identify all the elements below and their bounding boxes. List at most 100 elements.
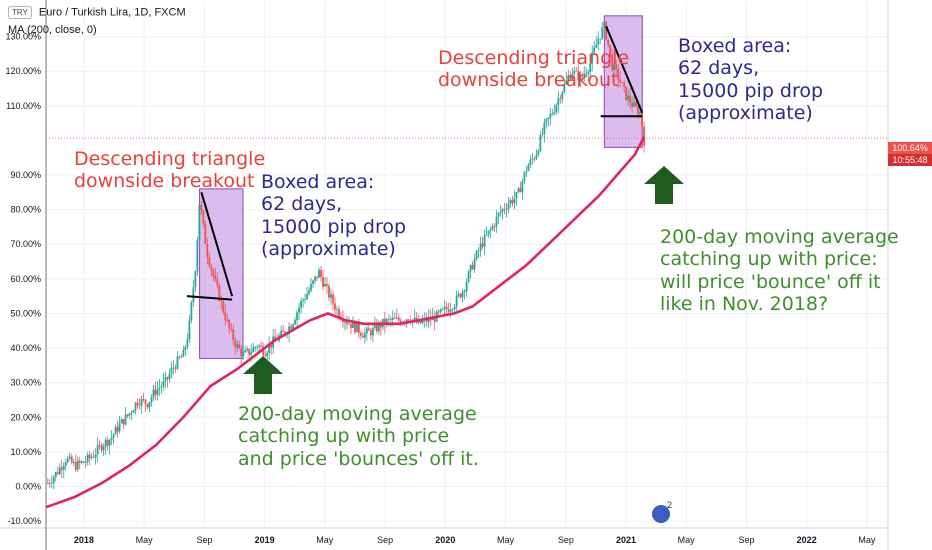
price-candle (515, 192, 518, 199)
price-candle (164, 377, 167, 382)
price-candle (603, 21, 606, 28)
price-candle (260, 345, 263, 347)
price-candle (332, 294, 334, 304)
price-candle (379, 323, 382, 328)
price-candle (631, 102, 634, 107)
price-candle (517, 188, 520, 193)
right-triangle-upper-line (605, 25, 644, 114)
price-candle (162, 381, 165, 387)
price-candle (611, 54, 614, 71)
price-candle (447, 309, 450, 312)
price-candle (443, 306, 446, 309)
price-candle (298, 307, 300, 313)
price-candle (242, 352, 245, 357)
price-candle (383, 318, 386, 325)
price-candle (352, 321, 354, 328)
price-candle (350, 323, 352, 328)
price-candle (643, 126, 645, 146)
price-candle (336, 309, 338, 310)
price-candle (569, 76, 572, 80)
price-candle (445, 306, 448, 310)
price-candle (439, 309, 442, 313)
right-ma-annotation: 200-day moving average catching up with … (660, 226, 899, 316)
price-candle (595, 44, 598, 48)
y-tick-label: 130.00% (5, 32, 41, 42)
price-candle (553, 112, 556, 114)
price-candle (156, 388, 159, 395)
price-candle (262, 346, 265, 356)
price-candle (585, 73, 588, 75)
price-candle (601, 27, 604, 39)
price-candle (491, 225, 494, 230)
price-candle (128, 413, 131, 416)
price-candle (118, 423, 121, 432)
price-candle (92, 456, 95, 458)
price-candle (371, 328, 374, 336)
price-candle (190, 301, 193, 321)
x-tick-label: May (497, 535, 515, 545)
x-tick-label: 2021 (616, 535, 636, 545)
price-candle (348, 323, 350, 325)
price-candle (635, 102, 637, 107)
price-candle (549, 113, 552, 118)
price-candle (122, 419, 125, 425)
price-candle (565, 80, 568, 84)
price-candle (194, 271, 197, 288)
price-candle (70, 456, 73, 463)
price-candle (108, 439, 111, 446)
price-candle (214, 276, 217, 280)
price-candle (385, 319, 388, 325)
price-candle (154, 389, 157, 395)
price-candle (236, 344, 239, 348)
price-candle (467, 271, 470, 283)
price-candle (218, 285, 221, 301)
price-candle (499, 211, 502, 214)
price-candle (533, 158, 536, 160)
price-candle (100, 445, 103, 451)
price-candle (88, 454, 91, 458)
price-candle (599, 38, 602, 40)
indicator-label[interactable]: MA (200, close, 0) (8, 24, 97, 36)
price-candle (124, 414, 127, 425)
price-candle (192, 287, 195, 302)
price-candle (104, 439, 107, 447)
price-candle (234, 340, 237, 348)
price-candle (130, 412, 133, 414)
price-candle (158, 387, 161, 389)
price-candle (441, 308, 444, 310)
price-candle (356, 323, 358, 333)
price-candle (527, 165, 530, 171)
price-candle (613, 64, 616, 71)
x-tick-label: 2019 (255, 535, 275, 545)
price-candle (589, 63, 592, 72)
price-candle (365, 328, 368, 334)
price-candle (537, 150, 540, 155)
price-candle (617, 68, 620, 80)
price-candle (52, 477, 55, 483)
price-candle (66, 458, 69, 463)
countdown-tag: 10:55:48 (888, 154, 932, 166)
left-triangle-upper-line (200, 192, 234, 297)
price-candle (433, 316, 436, 322)
price-candle (541, 133, 544, 136)
price-candle (170, 368, 173, 375)
price-candle (395, 317, 398, 319)
price-candle (495, 216, 498, 227)
price-candle (547, 117, 550, 120)
price-candle (633, 102, 636, 107)
price-candle (389, 319, 392, 320)
price-candle (605, 21, 608, 40)
price-candle (58, 467, 61, 474)
currency-badge[interactable]: TRY (8, 6, 32, 19)
price-candle (176, 356, 179, 369)
price-candle (525, 170, 528, 173)
price-candle (144, 399, 147, 405)
price-candle (230, 328, 233, 330)
price-candle (200, 204, 203, 211)
price-candle (220, 300, 223, 302)
price-candle (509, 199, 512, 204)
price-candle (531, 158, 534, 160)
tradingview-logo-icon[interactable] (652, 505, 670, 523)
y-tick-label: 0.00% (15, 481, 41, 491)
